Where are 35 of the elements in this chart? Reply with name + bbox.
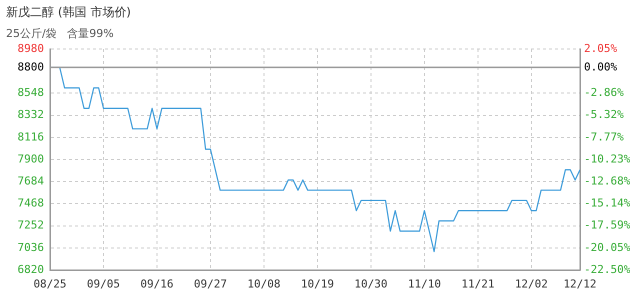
y-tick-label: 8116	[18, 130, 44, 144]
y2-tick-label: -15.14%	[584, 196, 630, 210]
y-tick-label: 7036	[18, 240, 44, 254]
chart-title: 新戊二醇 (韩国 市场价)	[6, 4, 131, 21]
y-tick-label: 6820	[18, 262, 44, 276]
y2-tick-label: -22.50%	[584, 262, 630, 276]
y2-tick-label: -2.86%	[584, 86, 624, 100]
y2-tick-label: -12.68%	[584, 174, 630, 188]
y2-tick-label: -20.05%	[584, 240, 630, 254]
y-tick-label: 8548	[18, 86, 44, 100]
y-tick-label: 8980	[18, 42, 44, 55]
y2-tick-label: -5.32%	[584, 108, 624, 122]
y-tick-label: 7900	[18, 152, 44, 166]
y-tick-label: 7252	[18, 218, 44, 232]
y2-tick-label: 0.00%	[584, 60, 618, 74]
x-tick-label: 09/05	[86, 277, 120, 290]
y-tick-label: 8800	[18, 60, 44, 74]
x-tick-label: 11/21	[461, 277, 494, 290]
x-tick-label: 12/02	[514, 277, 548, 290]
x-tick-label: 12/12	[563, 277, 597, 290]
chart-subtitle: 25公斤/袋 含量99%	[6, 26, 114, 41]
x-tick-label: 08/25	[33, 277, 67, 290]
x-tick-label: 10/30	[354, 277, 388, 290]
y2-tick-label: -10.23%	[584, 152, 630, 166]
y2-tick-label: -17.59%	[584, 218, 630, 232]
y2-tick-label: -7.77%	[584, 130, 624, 144]
y-tick-label: 8332	[18, 108, 44, 122]
x-tick-label: 11/10	[408, 277, 441, 290]
x-tick-label: 09/16	[140, 277, 174, 290]
y-tick-label: 7684	[18, 174, 44, 188]
x-tick-label: 10/19	[300, 277, 334, 290]
y2-tick-label: 2.05%	[584, 42, 618, 55]
x-tick-label: 10/08	[247, 277, 281, 290]
x-tick-label: 09/27	[194, 277, 228, 290]
y-tick-label: 7468	[18, 196, 44, 210]
